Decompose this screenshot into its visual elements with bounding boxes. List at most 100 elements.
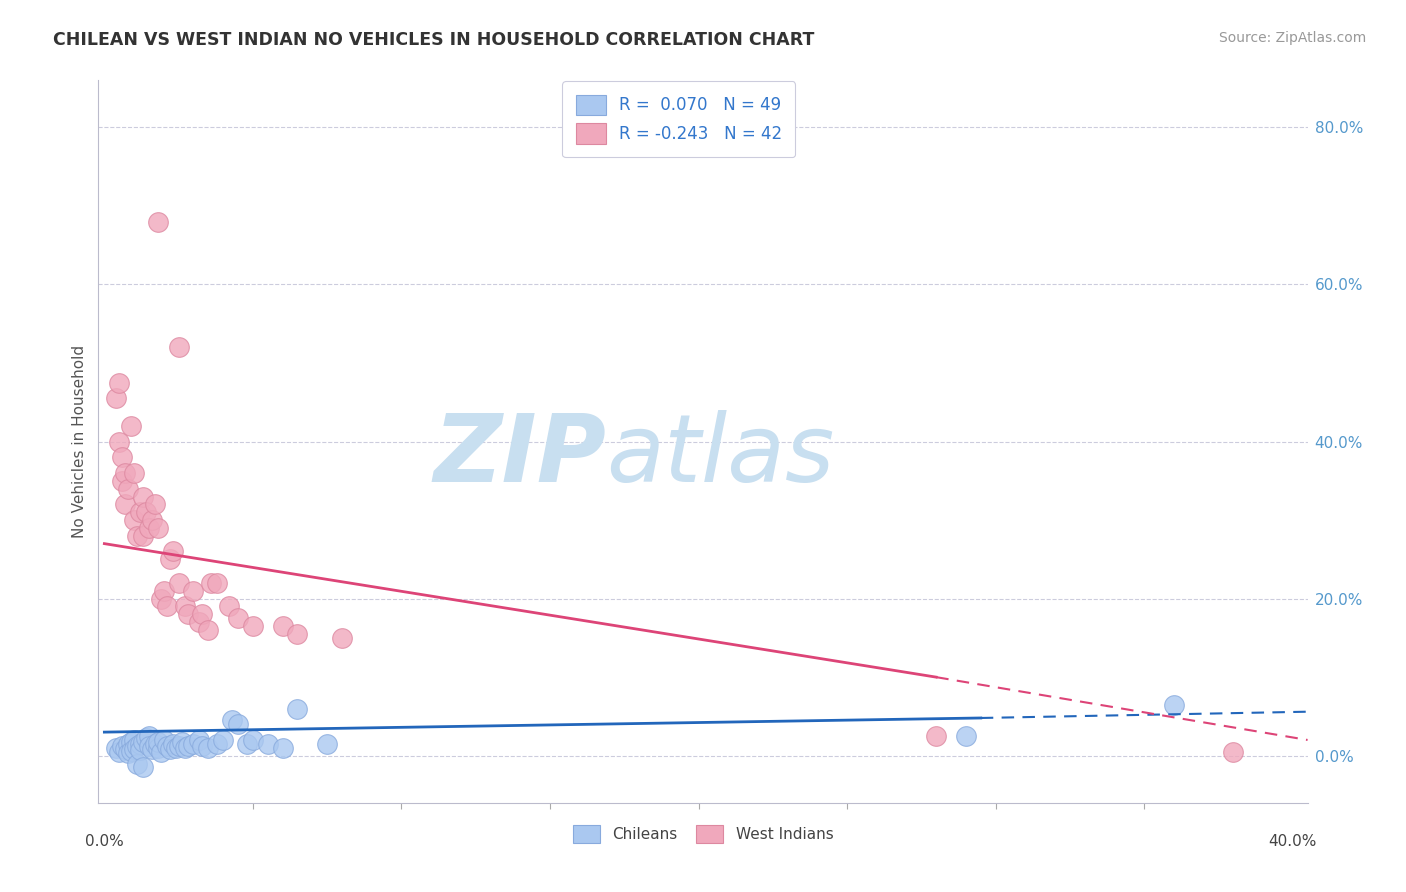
Point (117, 737, 139, 751)
Point (135, 731, 157, 746)
Point (197, 623, 219, 637)
Point (143, 737, 166, 751)
Point (226, 611, 249, 625)
Point (159, 742, 181, 756)
Point (183, 583, 205, 598)
Point (146, 734, 169, 748)
Point (143, 497, 166, 511)
Point (176, 607, 198, 622)
Point (316, 737, 339, 751)
Point (108, 376, 131, 390)
Point (105, 392, 128, 406)
Point (132, 529, 155, 543)
Point (117, 482, 139, 496)
Point (156, 599, 179, 614)
Point (287, 701, 309, 715)
Text: Source: ZipAtlas.com: Source: ZipAtlas.com (1219, 31, 1367, 45)
Point (146, 521, 169, 535)
Point (138, 729, 160, 743)
Point (173, 599, 195, 614)
Point (132, 760, 155, 774)
Point (176, 739, 198, 754)
Point (271, 619, 294, 633)
Point (191, 607, 214, 622)
Point (191, 739, 214, 754)
Point (120, 744, 142, 758)
Point (146, 740, 169, 755)
Point (129, 743, 152, 757)
Point (149, 591, 172, 606)
Point (207, 575, 229, 590)
Point (200, 575, 222, 590)
Point (135, 505, 157, 519)
Point (159, 552, 181, 566)
Point (226, 717, 249, 731)
Point (132, 734, 155, 748)
Point (188, 733, 211, 747)
Point (170, 734, 193, 748)
Text: 0.0%: 0.0% (84, 834, 124, 849)
Point (129, 737, 152, 751)
Point (117, 747, 139, 761)
Point (105, 740, 128, 755)
Point (111, 474, 134, 488)
Text: atlas: atlas (606, 410, 835, 501)
Point (212, 733, 235, 747)
Text: ZIP: ZIP (433, 410, 606, 502)
Point (287, 627, 309, 641)
Point (129, 505, 152, 519)
Point (156, 739, 179, 754)
Point (955, 729, 977, 743)
Y-axis label: No Vehicles in Household: No Vehicles in Household (72, 345, 87, 538)
Point (207, 737, 229, 751)
Point (149, 745, 172, 759)
Point (138, 739, 160, 754)
Point (114, 497, 136, 511)
Point (108, 434, 131, 449)
Point (188, 615, 211, 630)
Text: CHILEAN VS WEST INDIAN NO VEHICLES IN HOUSEHOLD CORRELATION CHART: CHILEAN VS WEST INDIAN NO VEHICLES IN HO… (53, 31, 815, 49)
Point (120, 418, 142, 433)
Point (162, 544, 184, 558)
Point (114, 742, 136, 756)
Point (152, 583, 174, 598)
Point (330, 631, 353, 645)
Point (1222, 745, 1244, 759)
Legend: Chileans, West Indians: Chileans, West Indians (567, 819, 839, 849)
Text: 40.0%: 40.0% (1268, 834, 1317, 849)
Point (111, 450, 134, 465)
Point (1163, 698, 1185, 712)
Point (271, 740, 294, 755)
Point (218, 599, 240, 614)
Point (256, 737, 278, 751)
Point (165, 740, 187, 755)
Point (152, 733, 174, 747)
Point (114, 466, 136, 480)
Point (125, 739, 148, 754)
Point (242, 733, 264, 747)
Point (122, 466, 145, 480)
Point (925, 729, 948, 743)
Point (125, 529, 148, 543)
Point (132, 490, 155, 504)
Point (141, 742, 163, 756)
Point (183, 737, 205, 751)
Point (108, 745, 131, 759)
Point (167, 340, 190, 354)
Point (146, 214, 169, 228)
Point (197, 740, 219, 755)
Point (167, 739, 190, 754)
Point (120, 734, 142, 748)
Point (141, 513, 163, 527)
Point (236, 737, 259, 751)
Point (122, 741, 145, 756)
Point (173, 740, 195, 755)
Point (221, 714, 243, 728)
Point (122, 733, 145, 747)
Point (111, 739, 134, 754)
Point (125, 756, 148, 771)
Point (167, 575, 190, 590)
Point (162, 737, 184, 751)
Point (122, 513, 145, 527)
Point (242, 619, 264, 633)
